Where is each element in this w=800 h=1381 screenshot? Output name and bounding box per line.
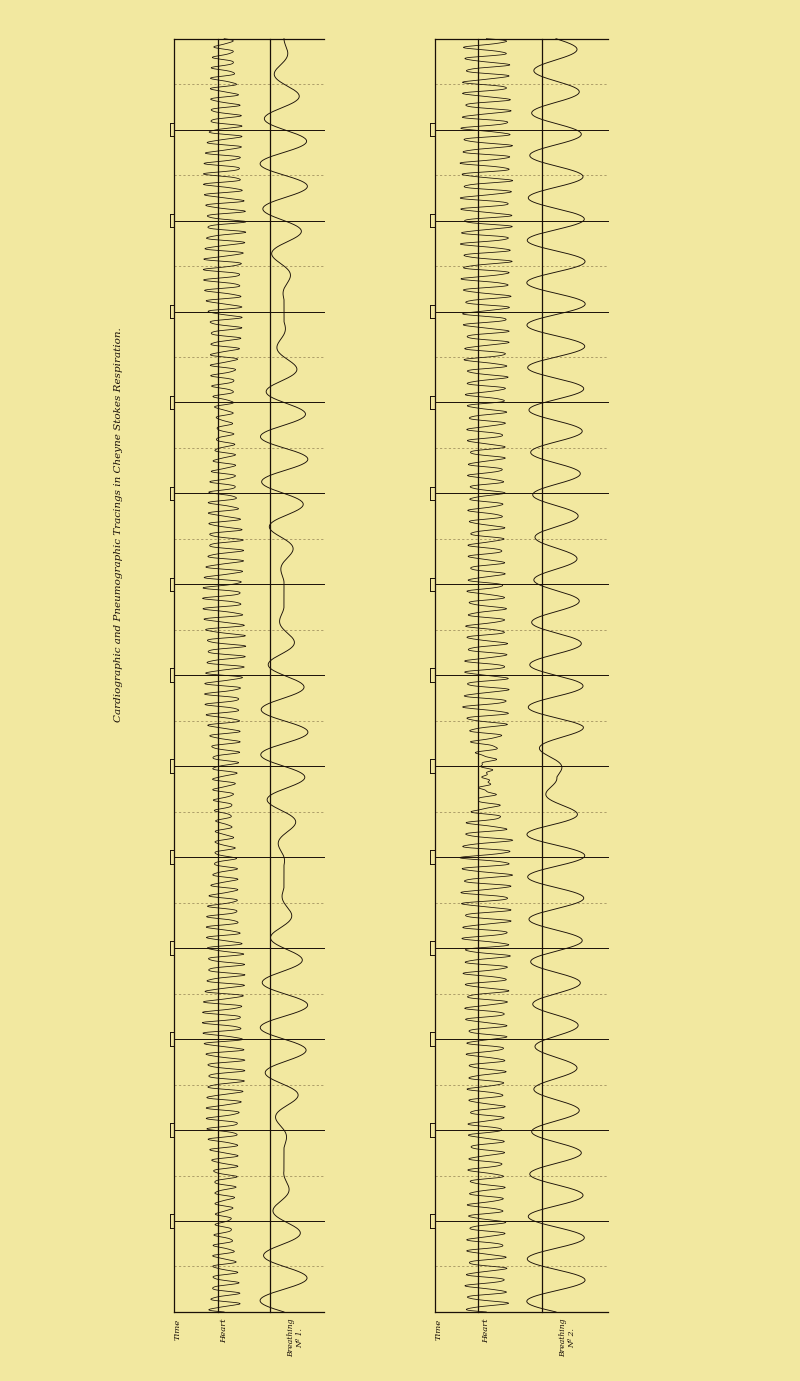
Text: Cardiographic and Pneumographic Tracings in Cheyne Stokes Respiration.: Cardiographic and Pneumographic Tracings… [114, 327, 123, 722]
Text: Time: Time [174, 1319, 182, 1340]
Text: Breathing
Nº 1.: Breathing Nº 1. [287, 1319, 305, 1358]
Text: Time: Time [434, 1319, 442, 1340]
Text: Breathing
Nº 2.: Breathing Nº 2. [559, 1319, 577, 1358]
Text: Heart: Heart [482, 1319, 490, 1344]
Text: Heart: Heart [220, 1319, 228, 1344]
